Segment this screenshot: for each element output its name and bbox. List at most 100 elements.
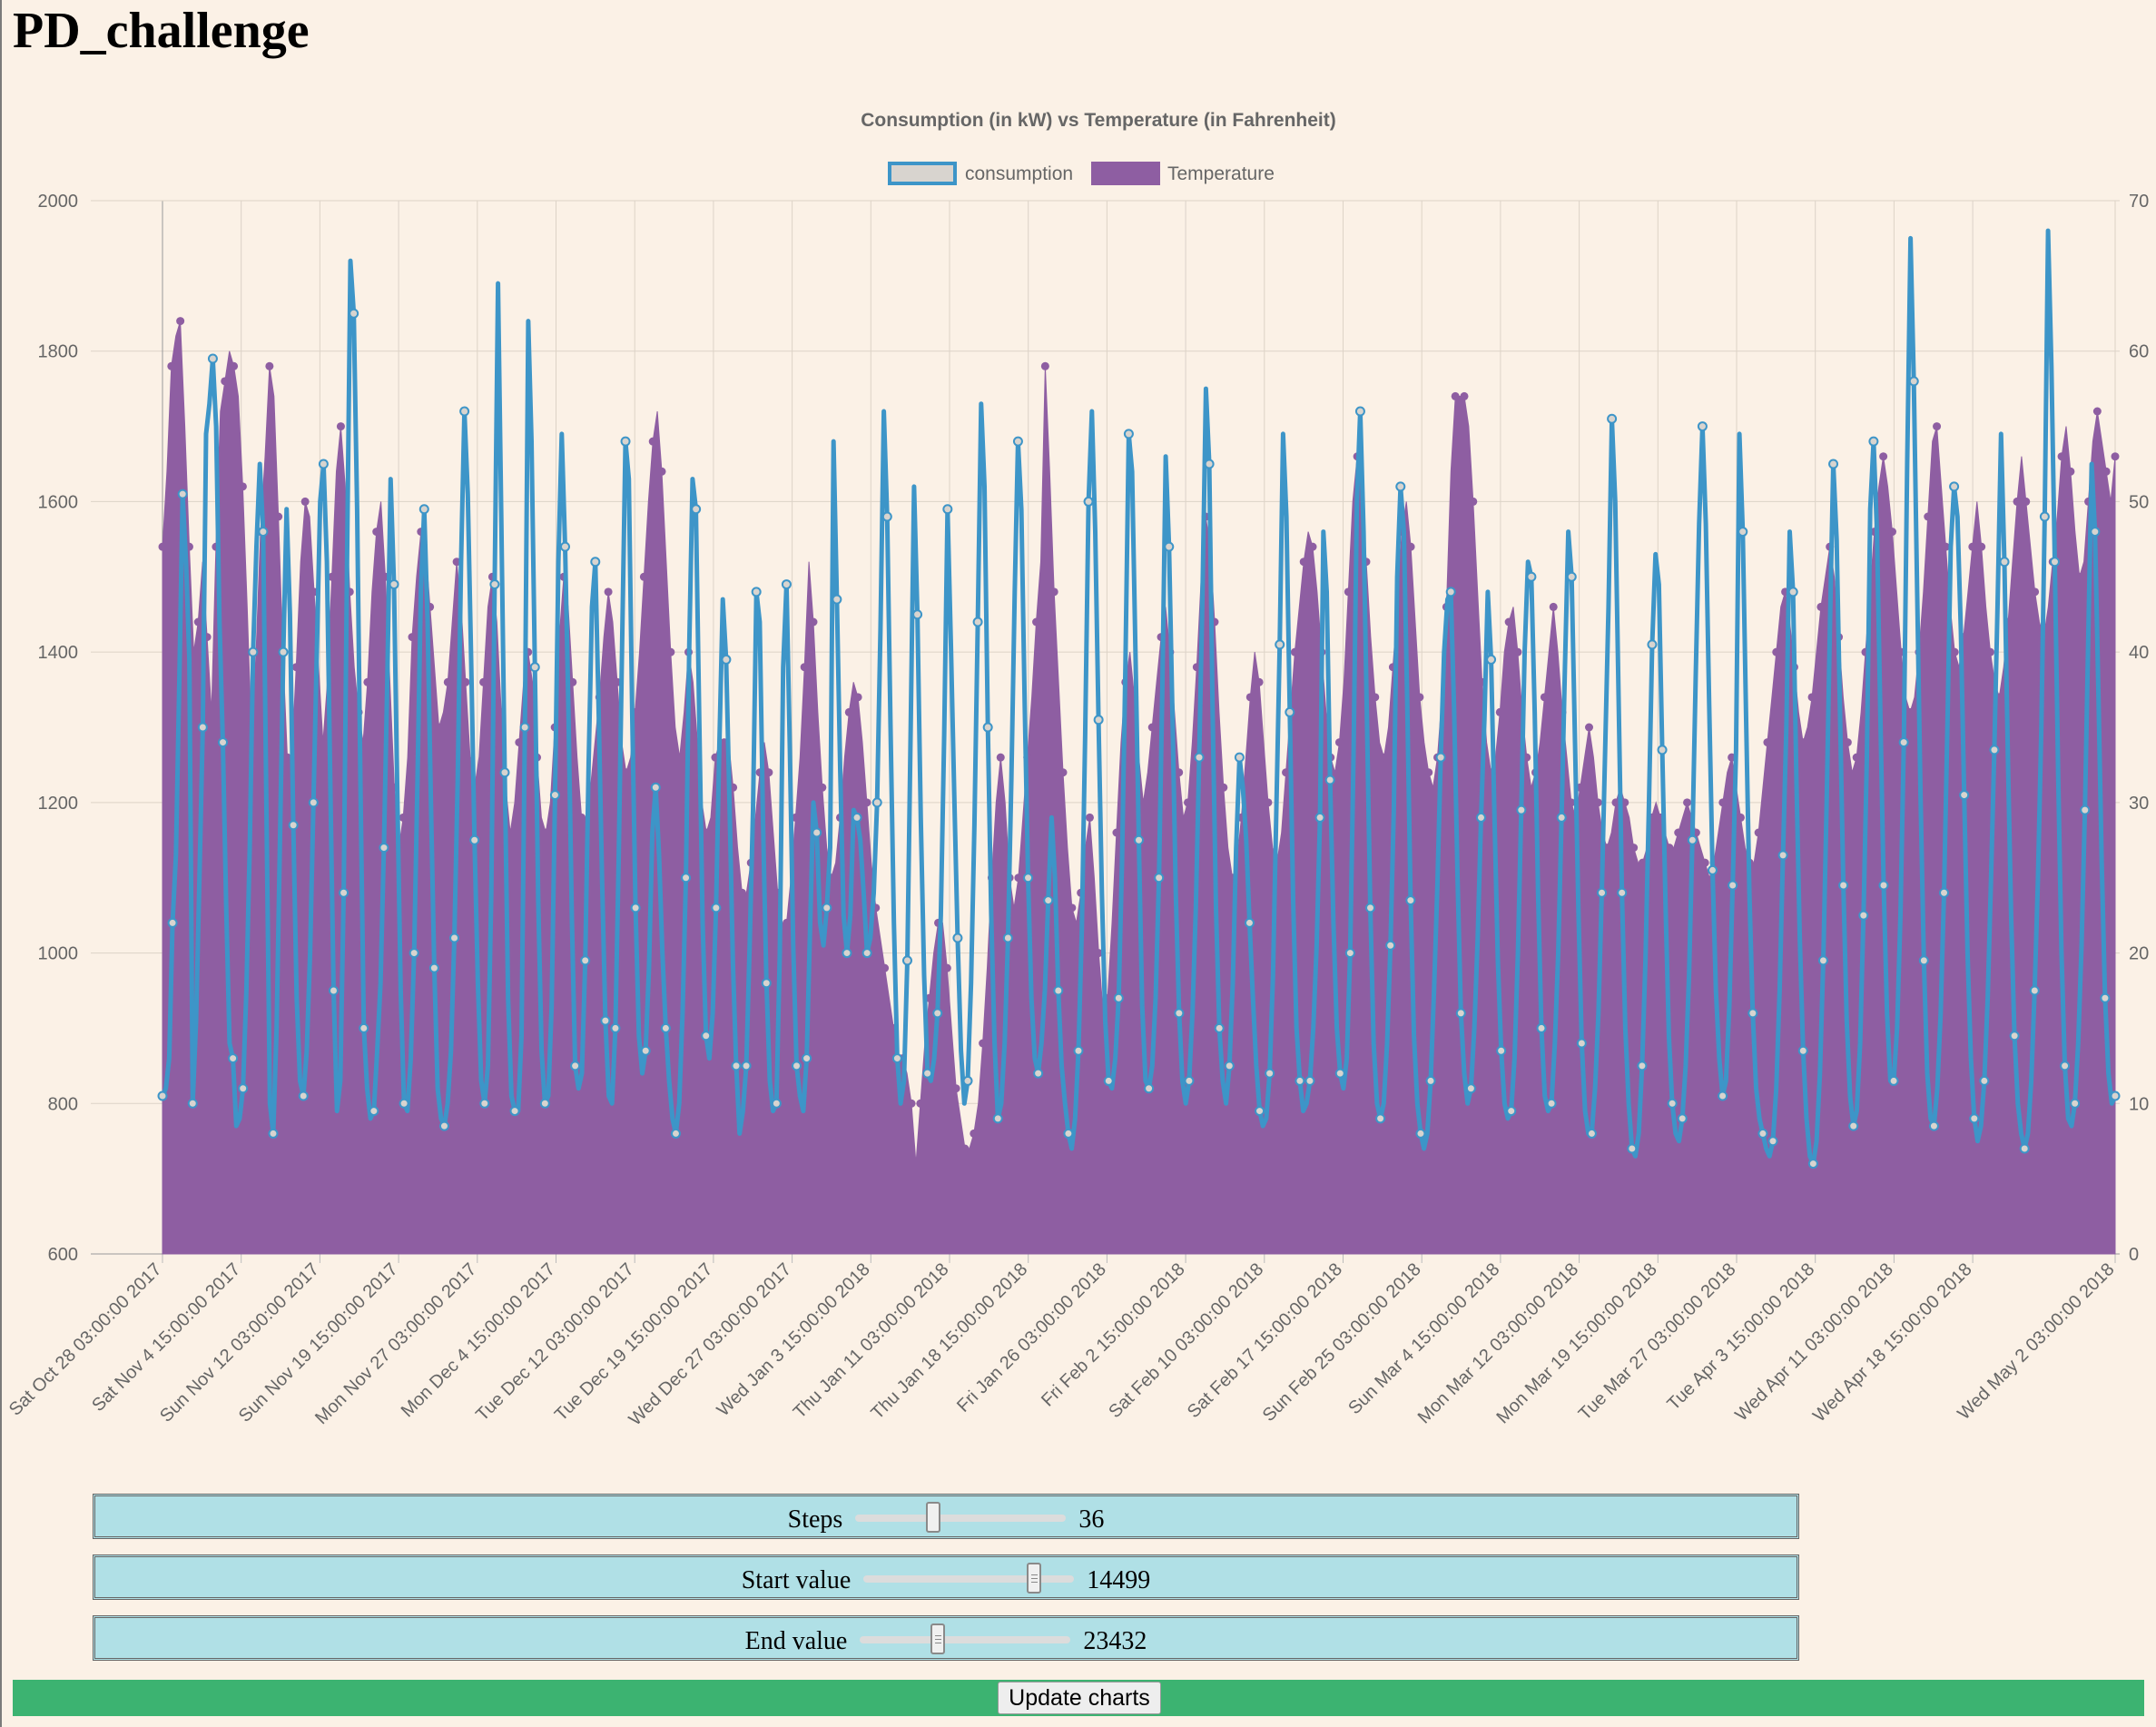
consumption-point	[620, 436, 631, 447]
legend-swatch-consumption[interactable]	[888, 162, 957, 185]
start-value-slider-track[interactable]	[863, 1575, 1075, 1583]
consumption-point	[2080, 804, 2091, 815]
consumption-point	[1747, 1008, 1758, 1019]
x-tick-label: Sun Feb 25 03:00:00 2018	[1259, 1259, 1425, 1426]
consumption-point	[549, 790, 560, 801]
temperature-point	[291, 663, 300, 672]
consumption-point	[812, 827, 822, 838]
temperature-point	[265, 361, 274, 370]
temperature-point	[960, 1144, 970, 1153]
temperature-point	[979, 1039, 988, 1048]
consumption-point	[2029, 985, 2040, 996]
temperature-point	[399, 813, 408, 822]
start-value-control: Start value 14499	[93, 1554, 1799, 1600]
y-left-tick-label: 1800	[38, 342, 79, 362]
temperature-point	[648, 437, 657, 446]
consumption-point	[207, 353, 218, 364]
chart: Consumption (in kW) vs Temperature (in F…	[5, 110, 2149, 1429]
consumption-point	[1425, 1075, 1436, 1086]
temperature-point	[1540, 693, 1549, 702]
legend-swatch-temperature[interactable]	[1091, 162, 1160, 185]
consumption-point	[1928, 1120, 1939, 1131]
start-value-slider[interactable]	[863, 1559, 1075, 1595]
consumption-point	[519, 722, 530, 733]
consumption-point	[1959, 790, 1970, 801]
temperature-point	[1290, 647, 1299, 656]
consumption-point	[1354, 406, 1365, 417]
temperature-point	[844, 707, 853, 716]
temperature-point	[2022, 497, 2031, 506]
chart-title: Consumption (in kW) vs Temperature (in F…	[861, 110, 1335, 131]
steps-slider-handle[interactable]	[926, 1502, 941, 1533]
consumption-point	[1073, 1045, 1084, 1056]
consumption-point	[711, 903, 722, 913]
consumption-point	[1475, 812, 1486, 823]
x-tick-label: Sun Nov 19 15:00:00 2017	[235, 1259, 402, 1426]
consumption-point	[1023, 873, 1034, 883]
temperature-point	[479, 677, 488, 686]
temperature-point	[1674, 828, 1683, 837]
consumption-point	[379, 843, 389, 854]
end-value-slider[interactable]	[860, 1620, 1071, 1656]
consumption-point	[1204, 459, 1215, 469]
temperature-point	[1638, 858, 1647, 867]
start-value-slider-handle[interactable]	[1026, 1563, 1041, 1594]
consumption-point	[1888, 1075, 1899, 1086]
temperature-point	[328, 572, 337, 581]
consumption-point	[318, 459, 329, 469]
temperature-point	[675, 753, 684, 762]
y-right-tick-label: 30	[2129, 794, 2149, 814]
legend-label-temperature[interactable]: Temperature	[1167, 163, 1275, 184]
update-charts-button[interactable]: Update charts	[998, 1682, 1161, 1714]
consumption-point	[751, 587, 762, 597]
temperature-point	[2075, 572, 2084, 581]
temperature-point	[916, 1099, 925, 1108]
temperature-point	[996, 753, 1005, 762]
legend-label-consumption[interactable]: consumption	[965, 163, 1073, 184]
steps-slider[interactable]	[855, 1498, 1067, 1535]
consumption-point	[1718, 1090, 1728, 1101]
temperature-point	[167, 361, 176, 370]
x-tick-label: Mon Mar 19 15:00:00 2018	[1492, 1259, 1660, 1427]
temperature-point	[1905, 707, 1915, 716]
steps-slider-track[interactable]	[855, 1515, 1067, 1522]
consumption-point	[1838, 880, 1849, 891]
consumption-point	[1757, 1128, 1768, 1139]
consumption-point	[1375, 1113, 1386, 1124]
temperature-point	[1950, 647, 1959, 656]
end-value-label: End value	[744, 1627, 848, 1655]
consumption-point	[1979, 1075, 1990, 1086]
consumption-point	[1395, 481, 1406, 492]
temperature-point	[1469, 497, 1478, 506]
left-border	[0, 0, 2, 1727]
temperature-point	[461, 677, 470, 686]
consumption-point	[982, 722, 993, 733]
consumption-point	[1304, 1075, 1315, 1086]
consumption-point	[389, 579, 399, 590]
consumption-point	[2039, 511, 2050, 522]
temperature-point	[1683, 798, 1692, 807]
temperature-point	[881, 963, 890, 972]
temperature-point	[363, 677, 372, 686]
consumption-point	[1255, 1106, 1265, 1117]
consumption-point	[1697, 421, 1708, 432]
consumption-point	[610, 1022, 621, 1033]
temperature-point	[1816, 602, 1826, 611]
end-value-control: End value 23432	[93, 1615, 1799, 1661]
temperature-point	[657, 467, 666, 476]
consumption-point	[1807, 1159, 1818, 1169]
temperature-point	[1968, 542, 1977, 551]
end-value-slider-handle[interactable]	[930, 1623, 946, 1654]
consumption-point	[1285, 706, 1295, 717]
temperature-point	[1282, 768, 1291, 777]
end-value-slider-track[interactable]	[860, 1636, 1071, 1643]
temperature-point	[1255, 677, 1264, 686]
temperature-point	[1754, 828, 1763, 837]
temperature-point	[2111, 452, 2120, 461]
consumption-point	[1667, 1098, 1678, 1109]
consumption-point	[1738, 527, 1748, 538]
y-axis-left: 600 800 1000 1200 1400 1600 1800 2000	[38, 192, 79, 1265]
temperature-point	[1549, 602, 1558, 611]
consumption-point	[1324, 775, 1335, 785]
temperature-point	[1736, 813, 1745, 822]
